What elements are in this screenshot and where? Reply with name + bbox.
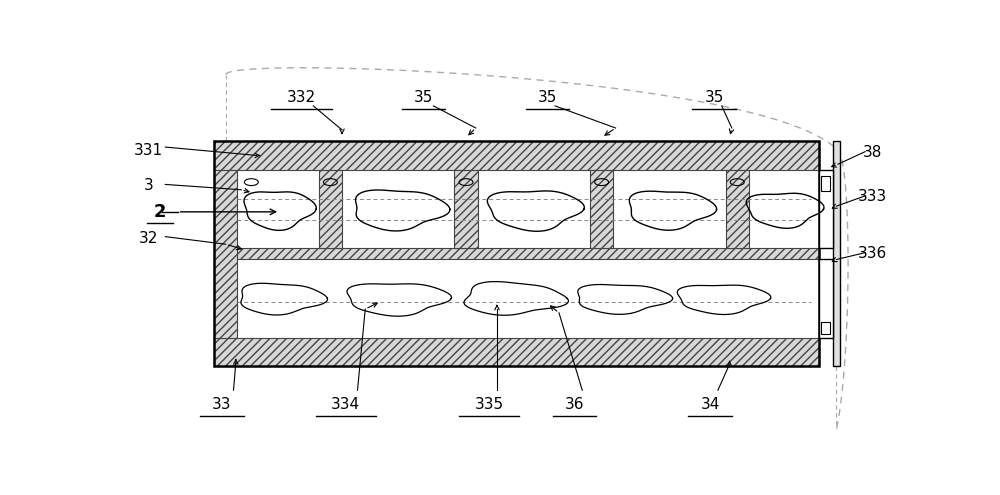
Bar bbox=[214, 248, 819, 259]
Text: 36: 36 bbox=[565, 397, 584, 412]
Text: 35: 35 bbox=[704, 90, 724, 105]
Bar bbox=[214, 170, 237, 338]
Bar bbox=[214, 142, 819, 170]
Bar bbox=[454, 170, 478, 248]
Text: 334: 334 bbox=[331, 397, 360, 412]
Text: 332: 332 bbox=[287, 90, 316, 105]
Text: 33: 33 bbox=[212, 397, 232, 412]
Text: 32: 32 bbox=[139, 231, 158, 246]
Bar bbox=[821, 322, 830, 334]
Text: 331: 331 bbox=[134, 144, 163, 158]
Bar bbox=[819, 170, 833, 248]
Text: 335: 335 bbox=[475, 397, 504, 412]
Text: 34: 34 bbox=[700, 397, 720, 412]
Text: 2: 2 bbox=[154, 203, 166, 221]
Text: 35: 35 bbox=[538, 90, 557, 105]
Text: 38: 38 bbox=[863, 145, 883, 160]
Text: 35: 35 bbox=[414, 90, 433, 105]
Bar bbox=[590, 170, 613, 248]
Bar bbox=[214, 338, 819, 366]
Text: 333: 333 bbox=[858, 189, 888, 204]
Text: 3: 3 bbox=[143, 178, 153, 193]
Bar bbox=[833, 142, 840, 366]
Bar bbox=[214, 142, 819, 366]
Text: 336: 336 bbox=[858, 247, 888, 261]
Bar bbox=[821, 176, 830, 191]
Bar bbox=[726, 170, 749, 248]
Bar bbox=[819, 259, 833, 338]
Bar bbox=[319, 170, 342, 248]
